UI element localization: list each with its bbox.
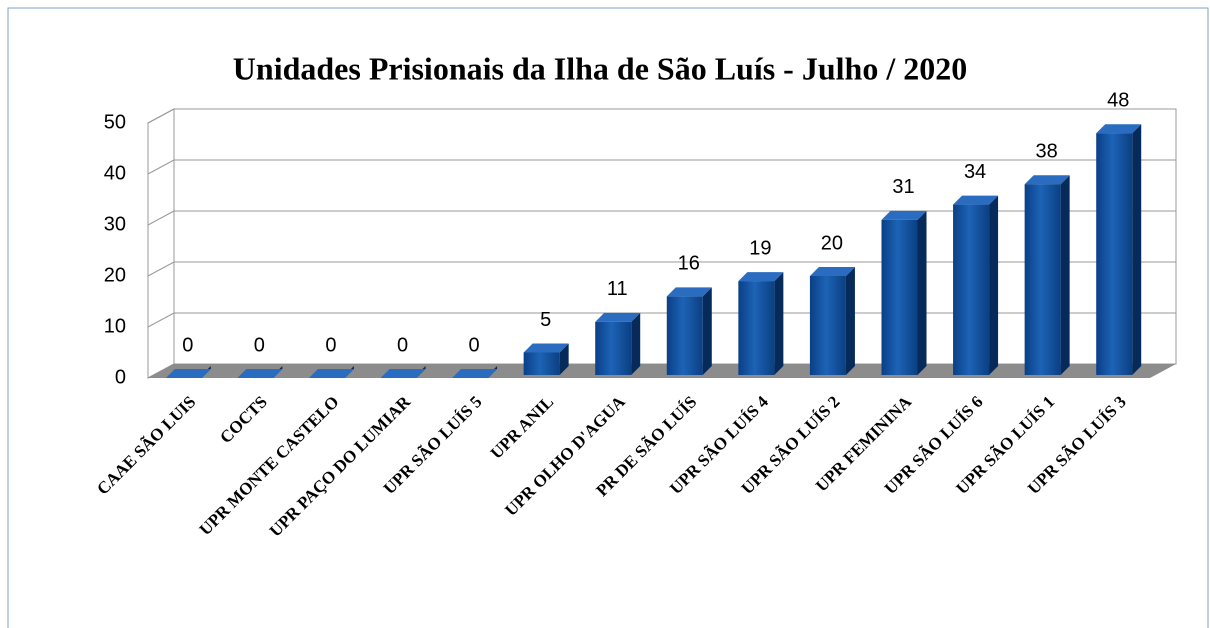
- bar-side: [917, 210, 927, 375]
- bar: [809, 276, 846, 375]
- y-tick-label: 0: [115, 366, 126, 388]
- bar-top: [595, 312, 641, 322]
- value-label: 20: [821, 232, 843, 254]
- bar-side: [631, 312, 641, 375]
- bar-top: [881, 210, 927, 220]
- value-label: 38: [1036, 140, 1058, 162]
- grid-line-side: [147, 210, 175, 226]
- bar: [1096, 133, 1133, 375]
- value-label: 0: [182, 334, 193, 356]
- chart-title: Unidades Prisionais da Ilha de São Luís …: [233, 50, 967, 86]
- value-label: 34: [964, 161, 986, 183]
- bar-side: [1060, 175, 1070, 375]
- y-tick-label: 50: [104, 111, 126, 133]
- bar-top: [1096, 124, 1142, 134]
- value-label: 31: [892, 176, 914, 198]
- bar: [953, 204, 990, 375]
- side-wall: [147, 108, 175, 379]
- y-tick-label: 30: [104, 213, 126, 235]
- bar-side: [1132, 124, 1142, 375]
- chart-frame: [7, 7, 1209, 628]
- bar: [738, 281, 775, 375]
- y-tick-label: 10: [104, 315, 126, 337]
- value-label: 0: [397, 334, 408, 356]
- grid-line-side: [147, 108, 175, 124]
- bar-side: [774, 272, 784, 375]
- bar-side: [845, 267, 855, 375]
- x-tick-label: UPR ANIL: [487, 392, 558, 463]
- bar-top: [452, 369, 498, 378]
- bar-side: [559, 343, 569, 375]
- bar-top: [738, 272, 784, 282]
- x-tick-label: UPR PAÇO DO LUMIAR: [266, 392, 415, 541]
- value-label: 0: [254, 334, 265, 356]
- x-tick-label: UPR MONTE CASTELO: [195, 392, 342, 539]
- bar-side: [702, 287, 712, 375]
- bar-top: [953, 195, 999, 205]
- bar: [1024, 184, 1061, 375]
- x-tick-label: COCTS: [216, 392, 271, 447]
- floor: [148, 364, 1176, 378]
- bar: [595, 321, 632, 375]
- value-label: 16: [678, 253, 700, 275]
- bar: [666, 296, 703, 375]
- grid-line-side: [147, 159, 175, 175]
- value-label: 0: [325, 334, 336, 356]
- bar: [881, 219, 918, 375]
- bar-side: [989, 195, 999, 375]
- y-tick-label: 40: [104, 162, 126, 184]
- bar: [523, 352, 560, 375]
- bar-top: [380, 369, 426, 378]
- grid-line-side: [147, 261, 175, 277]
- bar-top: [165, 369, 211, 378]
- grid-line-side: [147, 312, 175, 328]
- bar-top: [666, 287, 712, 297]
- bar-top: [1024, 175, 1070, 185]
- x-tick-label: CAAE SÃO LUIS: [93, 392, 199, 498]
- bar-top: [308, 369, 354, 378]
- value-label: 48: [1107, 89, 1129, 111]
- value-label: 5: [540, 309, 551, 331]
- bar-top: [809, 267, 855, 276]
- value-label: 19: [749, 237, 771, 259]
- y-tick-label: 20: [104, 264, 126, 286]
- x-tick-label: UPR OLHO D'AGUA: [501, 392, 629, 520]
- value-label: 11: [607, 278, 628, 300]
- bar-top: [523, 343, 569, 353]
- bar-top: [237, 369, 283, 378]
- value-label: 0: [469, 334, 480, 356]
